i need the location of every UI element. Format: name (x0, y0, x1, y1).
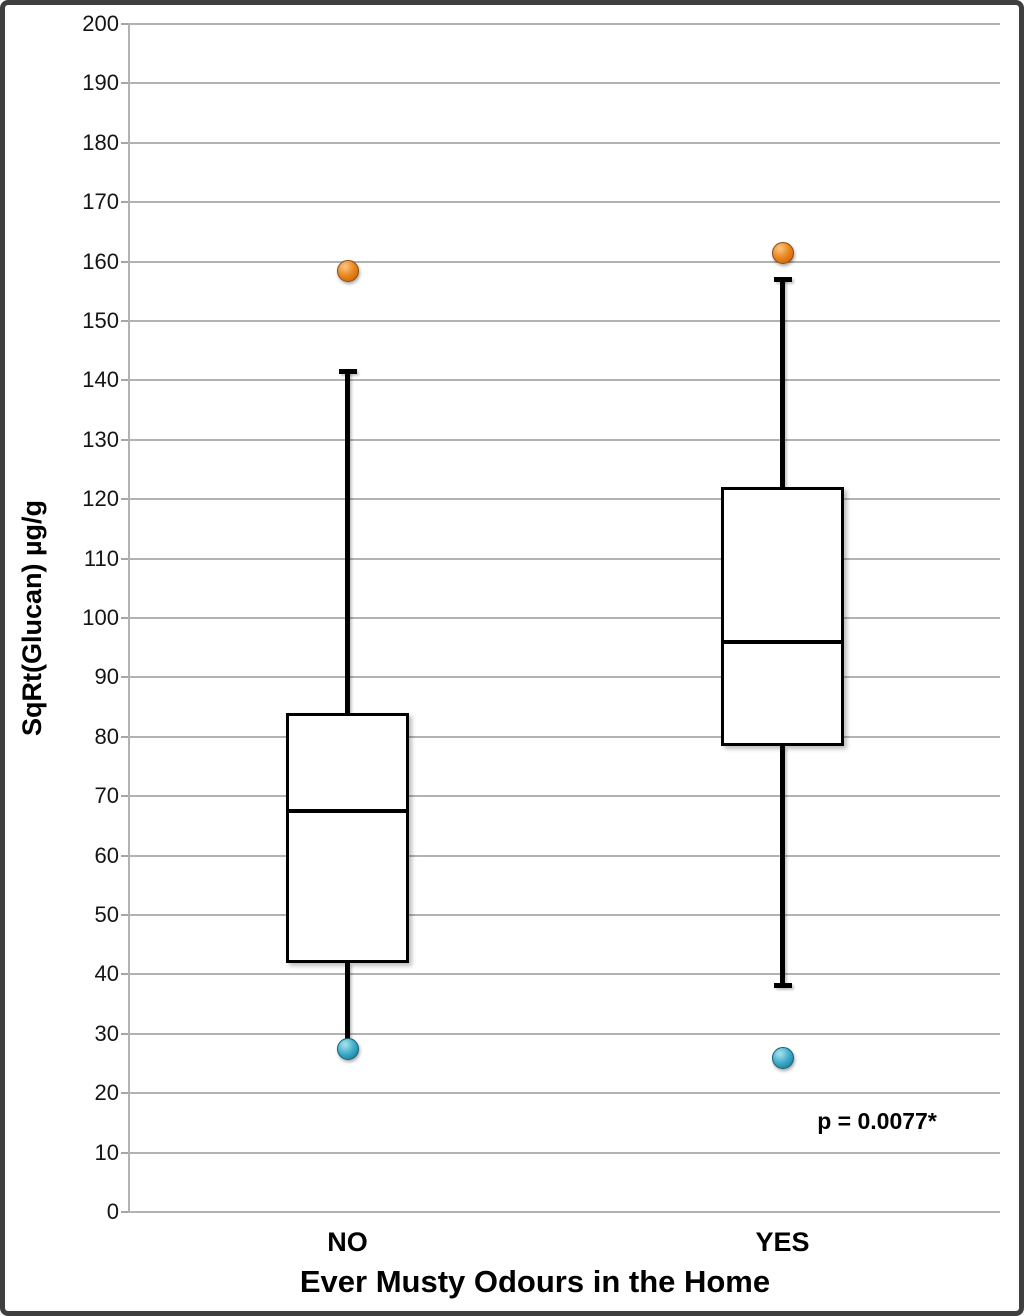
gridline (130, 735, 1000, 738)
y-tick-label: 30 (94, 1020, 119, 1046)
y-axis-tick (121, 676, 130, 679)
p-value-annotation: p = 0.0077* (817, 1108, 937, 1134)
whisker-line-lower (345, 962, 350, 1049)
gridline (130, 854, 1000, 857)
gridline (130, 914, 1000, 916)
plot-area: 0 10 20 30 40 50 60 70 80 90 100 110 120 130 140 150 160… (5, 5, 1019, 1311)
gridline (130, 260, 1000, 263)
x-category-label: YES (755, 1227, 810, 1257)
outlier-low-marker (336, 1037, 359, 1060)
box-iqr (721, 487, 844, 746)
y-axis-tick (121, 1032, 130, 1035)
y-axis-tick (121, 260, 130, 263)
gridline (130, 1092, 1000, 1095)
gridline (130, 617, 1000, 619)
x-category-label: NO (327, 1227, 368, 1257)
gridline (130, 82, 1000, 85)
gridline (130, 795, 1000, 798)
gridline (130, 438, 1000, 441)
y-axis-tick (121, 1092, 130, 1095)
gridline (130, 201, 1000, 204)
y-axis-tick (121, 557, 130, 560)
outlier-low-marker (771, 1046, 794, 1069)
y-tick-label: 10 (94, 1139, 119, 1165)
whisker-line-upper (345, 371, 350, 714)
y-axis-tick (121, 498, 130, 501)
median-line (286, 809, 409, 814)
whisker-cap-lower (773, 983, 792, 989)
y-axis-tick (121, 82, 130, 85)
y-tick-label: 190 (82, 70, 119, 96)
y-tick-label: 140 (82, 367, 119, 393)
y-tick-label: 120 (82, 486, 119, 512)
gridline (130, 320, 1000, 322)
gridline (130, 141, 1000, 144)
box-iqr (286, 713, 409, 963)
y-axis-tick (121, 141, 130, 144)
gridline (130, 498, 1000, 501)
y-tick-label: 160 (82, 248, 119, 274)
y-tick-label: 40 (94, 961, 119, 987)
y-axis-tick (121, 23, 130, 25)
outlier-high-marker (336, 259, 359, 282)
gridline (130, 23, 1000, 25)
y-tick-label: 80 (94, 723, 119, 749)
y-tick-label: 20 (94, 1080, 119, 1106)
y-tick-label: 130 (82, 426, 119, 452)
y-axis-tick (121, 379, 130, 382)
y-axis-tick (121, 854, 130, 857)
y-axis-tick (121, 735, 130, 738)
y-tick-label: 110 (83, 545, 119, 571)
whisker-cap-upper (338, 369, 357, 375)
gridline (130, 557, 1000, 560)
gridline (130, 676, 1000, 679)
y-tick-label: 50 (94, 902, 119, 927)
gridline (130, 1151, 1000, 1154)
y-axis-tick (121, 320, 130, 322)
gridline (130, 1211, 1000, 1213)
y-tick-label: 60 (94, 842, 119, 868)
y-axis-tick (121, 438, 130, 441)
whisker-cap-upper (773, 277, 792, 283)
gridline (130, 973, 1000, 976)
y-tick-label: 70 (94, 783, 119, 809)
y-axis-tick (121, 1151, 130, 1154)
y-axis-line (128, 23, 130, 1213)
y-axis-tick (121, 201, 130, 204)
y-tick-label: 150 (82, 308, 119, 333)
outlier-high-marker (771, 241, 794, 264)
y-axis-tick (121, 1211, 130, 1213)
y-tick-label: 100 (82, 605, 119, 630)
y-axis-tick (121, 914, 130, 916)
y-tick-label: 90 (94, 664, 119, 690)
gridline (130, 1032, 1000, 1035)
y-axis-tick (121, 795, 130, 798)
median-line (721, 639, 844, 644)
y-axis-tick (121, 617, 130, 619)
whisker-line-lower (780, 745, 785, 987)
gridline (130, 379, 1000, 382)
x-axis-title: Ever Musty Odours in the Home (299, 1264, 771, 1299)
whisker-line-upper (780, 279, 785, 488)
y-tick-label: 200 (82, 11, 119, 36)
y-tick-label: 170 (82, 189, 119, 215)
y-tick-label: 0 (106, 1199, 119, 1224)
y-axis-tick (121, 973, 130, 976)
y-tick-label: 180 (82, 129, 119, 155)
